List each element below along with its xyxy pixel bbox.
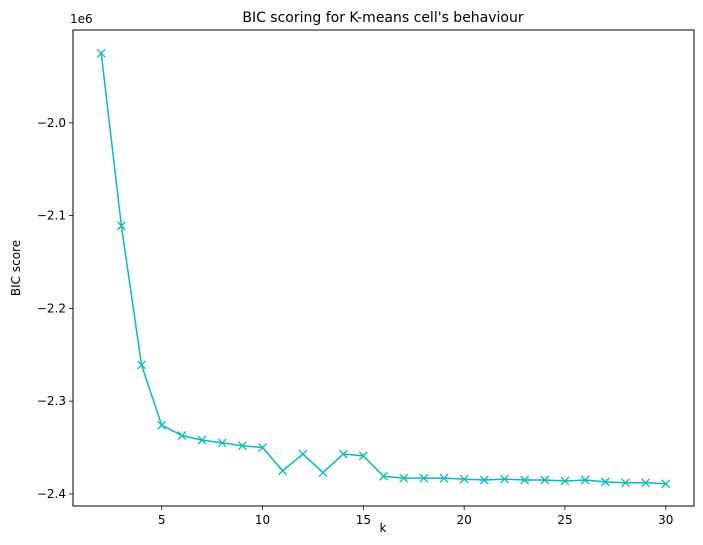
data-point-marker [197,435,207,445]
data-point-marker [580,475,590,485]
data-point-marker [237,441,247,451]
x-tick-label: 15 [356,513,371,527]
data-point-marker [298,449,308,459]
data-point-marker [278,466,288,476]
data-point-marker [560,476,570,486]
plot-area: 5 10 15 20 25 30 −2.4 −2.3 −2.2 −2.1 −2.0 [37,48,673,527]
data-point-marker [500,474,509,484]
data-point-marker [96,48,106,58]
data-point-marker [620,478,630,488]
data-point-marker [641,478,651,488]
data-point-marker [520,475,530,485]
chart-title: BIC scoring for K-means cell's behaviour [242,10,524,26]
data-point-marker [217,438,227,448]
data-point-marker [137,360,147,370]
data-point-marker [177,431,187,440]
y-tick-label: −2.0 [37,116,66,130]
data-point-marker [600,477,610,487]
y-tick-label: −2.2 [37,301,66,315]
data-point-marker [439,473,449,483]
data-point-marker [318,468,328,478]
y-tick-label: −2.1 [37,209,66,223]
y-axis-label: BIC score [9,240,23,296]
y-offset-text: 1e6 [70,12,93,26]
x-tick-label: 5 [158,513,166,527]
data-point-marker [479,475,489,485]
y-tick-label: −2.3 [37,394,66,408]
x-tick-label: 30 [658,513,673,527]
data-point-marker [258,443,267,453]
data-point-marker [338,449,348,459]
data-point-marker [419,473,429,483]
data-point-marker [379,471,388,481]
axes-frame [72,29,695,507]
x-tick-label: 10 [255,513,270,527]
y-tick-label: −2.4 [37,487,66,501]
data-point-marker [459,474,469,484]
data-point-marker [116,221,126,231]
data-point-marker [661,479,671,489]
data-point-marker [540,475,550,485]
data-point-marker [358,451,368,461]
data-point-marker [157,420,167,430]
x-axis-label: k [380,521,387,535]
x-tick-label: 25 [557,513,572,527]
data-point-marker [399,473,409,483]
x-tick-label: 20 [457,513,472,527]
